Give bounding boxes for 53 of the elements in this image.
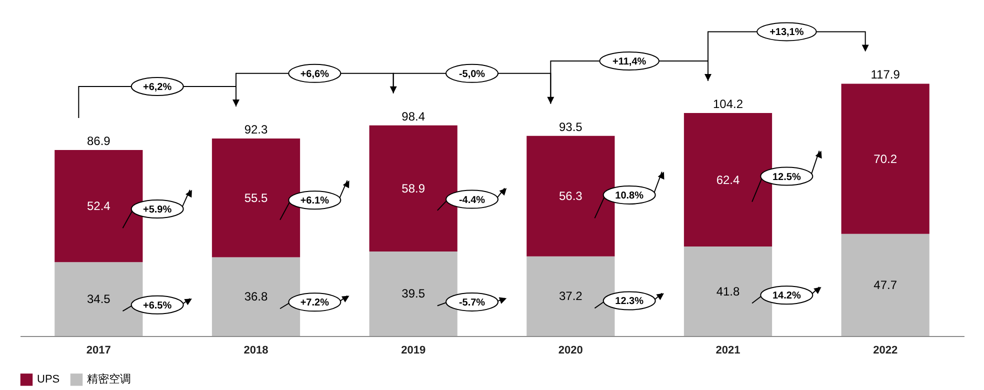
total-label: 86.9 <box>86 134 111 148</box>
data-label: 39.5 <box>402 286 426 301</box>
bar <box>841 84 930 234</box>
annotation: 10.8% <box>615 190 644 202</box>
total-label: 104.2 <box>712 97 744 112</box>
x-tick-label: 2017 <box>86 344 111 356</box>
annotation: -5.7% <box>458 297 486 308</box>
bar <box>841 234 930 336</box>
text: +13,1% <box>770 27 804 38</box>
bar <box>212 257 300 336</box>
bar <box>684 113 772 247</box>
bar <box>684 246 772 336</box>
x-tick-label: 2021 <box>716 344 740 356</box>
annotation: 12.3% <box>615 296 644 308</box>
data-label: 55.5 <box>244 190 268 205</box>
bar <box>369 125 458 252</box>
annotation: +5.9% <box>143 204 172 216</box>
bar <box>54 150 143 262</box>
annotation: +7.2% <box>300 298 330 309</box>
annotation: +6.1% <box>300 196 330 207</box>
data-label: 37.2 <box>558 289 583 304</box>
x-tick-label: 2018 <box>244 344 268 356</box>
total-label: 117.9 <box>870 68 900 82</box>
annotation: +6,2% <box>143 82 172 93</box>
bar <box>54 262 143 336</box>
x-tick-label: 2022 <box>873 344 898 356</box>
bar <box>369 251 458 336</box>
x-tick-label: 2020 <box>558 344 583 356</box>
x-tick-label: 2019 <box>401 344 426 356</box>
annotation: +6.5% <box>143 300 172 312</box>
data-label: 47.7 <box>874 278 898 292</box>
total-label: 93.5 <box>558 120 583 134</box>
legend-label: UPS <box>37 374 60 386</box>
annotation: 14.2% <box>772 290 801 302</box>
data-label: 36.8 <box>244 290 268 304</box>
bar <box>212 138 300 258</box>
text: +6,6% <box>300 68 330 80</box>
data-label: 52.4 <box>86 199 111 214</box>
annotation: 12.5% <box>772 172 801 183</box>
legend-label: 精密空调 <box>87 372 131 386</box>
bar <box>526 256 615 336</box>
data-label: 70.2 <box>874 152 898 166</box>
total-label: 98.4 <box>402 109 426 124</box>
bar <box>526 136 615 256</box>
data-label: 62.4 <box>716 172 740 187</box>
data-label: 58.9 <box>402 181 426 196</box>
total-label: 92.3 <box>244 122 268 136</box>
text: +11,4% <box>612 56 646 68</box>
data-label: 34.5 <box>86 292 111 306</box>
text: -5,0% <box>458 68 486 80</box>
data-label: 56.3 <box>558 189 583 204</box>
annotation: -4.4% <box>458 194 486 206</box>
data-label: 41.8 <box>716 284 740 298</box>
